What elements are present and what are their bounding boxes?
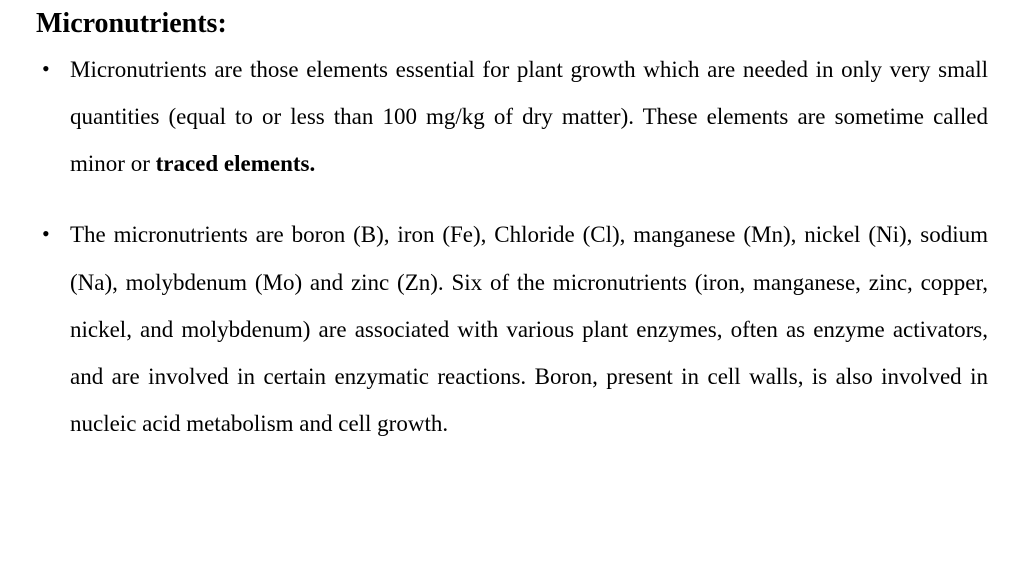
- list-item: The micronutrients are boron (B), iron (…: [36, 211, 988, 447]
- page-heading: Micronutrients:: [36, 8, 988, 40]
- document-page: Micronutrients: Micronutrients are those…: [0, 0, 1024, 447]
- bold-text: traced elements.: [156, 151, 316, 176]
- bullet-list: Micronutrients are those elements essent…: [36, 46, 988, 447]
- body-text: The micronutrients are boron (B), iron (…: [70, 222, 988, 436]
- list-item: Micronutrients are those elements essent…: [36, 46, 988, 187]
